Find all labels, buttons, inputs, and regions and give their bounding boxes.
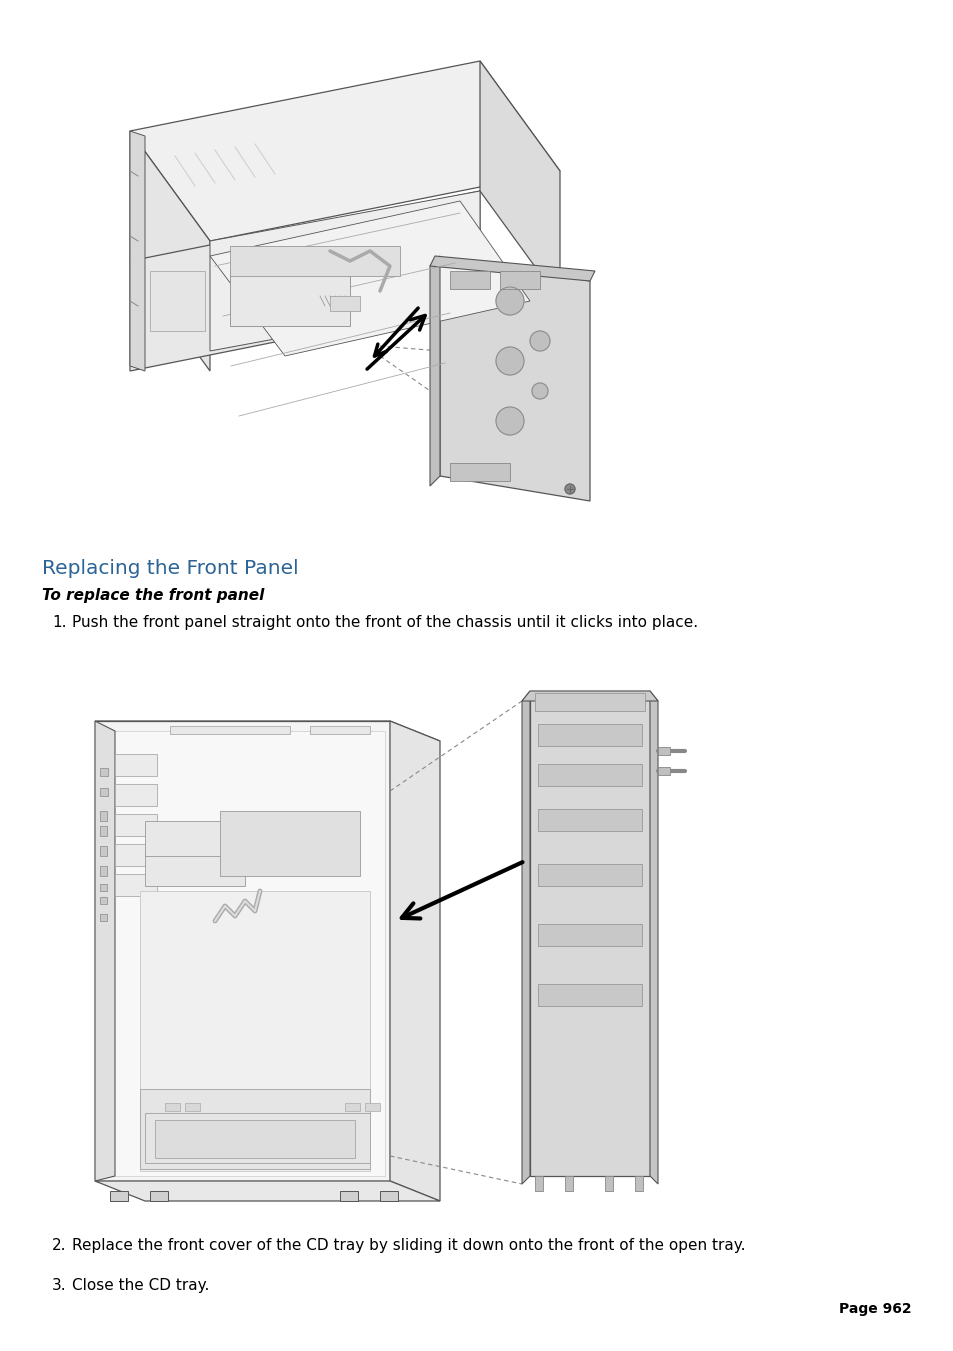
Bar (339, 1192, 357, 1201)
Text: Push the front panel straight onto the front of the chassis until it clicks into: Push the front panel straight onto the f… (71, 615, 698, 630)
Bar (220, 811, 359, 875)
Bar (537, 865, 641, 886)
Bar (450, 463, 510, 481)
Bar (100, 846, 107, 857)
Bar (535, 693, 644, 711)
Polygon shape (390, 721, 439, 1201)
Polygon shape (130, 190, 479, 372)
Bar (330, 296, 359, 311)
Polygon shape (479, 61, 559, 301)
Bar (165, 1102, 180, 1111)
Bar (115, 754, 157, 775)
Bar (379, 1192, 397, 1201)
Bar (537, 765, 641, 786)
Polygon shape (530, 690, 649, 1175)
Bar (658, 767, 669, 775)
Circle shape (496, 286, 523, 315)
Bar (658, 747, 669, 755)
Bar (310, 725, 370, 734)
Bar (564, 1175, 573, 1192)
Bar (499, 272, 539, 289)
Circle shape (496, 407, 523, 435)
Bar (140, 1089, 370, 1169)
Polygon shape (649, 690, 658, 1183)
Bar (154, 1120, 355, 1158)
Bar (100, 897, 107, 904)
Polygon shape (95, 721, 439, 740)
Bar (150, 1192, 168, 1201)
Circle shape (564, 484, 575, 494)
Bar (185, 1102, 200, 1111)
Bar (145, 851, 245, 886)
Polygon shape (439, 255, 589, 501)
Bar (604, 1175, 613, 1192)
Polygon shape (210, 190, 479, 351)
Bar (150, 272, 205, 331)
Bar (100, 915, 107, 921)
Bar (365, 1102, 379, 1111)
Bar (537, 724, 641, 746)
Polygon shape (130, 131, 210, 372)
Bar (140, 892, 370, 1171)
Polygon shape (430, 255, 595, 281)
Bar (145, 821, 245, 857)
Text: Page 962: Page 962 (839, 1302, 911, 1316)
Text: Replace the front cover of the CD tray by sliding it down onto the front of the : Replace the front cover of the CD tray b… (71, 1238, 744, 1252)
Polygon shape (521, 690, 530, 1183)
Text: 3.: 3. (52, 1278, 67, 1293)
Bar (345, 1102, 359, 1111)
Bar (115, 844, 157, 866)
Bar (230, 246, 399, 276)
Bar (535, 1175, 542, 1192)
Polygon shape (95, 721, 390, 1181)
Text: Replacing the Front Panel: Replacing the Front Panel (42, 559, 298, 578)
Bar (110, 1192, 128, 1201)
Bar (450, 272, 490, 289)
Polygon shape (110, 731, 385, 1175)
Bar (115, 815, 157, 836)
Bar (170, 725, 290, 734)
Text: To replace the front panel: To replace the front panel (42, 588, 264, 603)
Polygon shape (521, 690, 658, 701)
Bar (100, 811, 107, 821)
Text: 1.: 1. (52, 615, 67, 630)
Circle shape (530, 331, 550, 351)
Polygon shape (130, 61, 559, 240)
Bar (100, 884, 107, 892)
Polygon shape (95, 1181, 439, 1201)
Bar (145, 1113, 370, 1163)
Polygon shape (430, 255, 439, 486)
Bar (115, 874, 157, 896)
Bar (100, 788, 108, 796)
Polygon shape (95, 721, 115, 1181)
Bar (635, 1175, 642, 1192)
Bar (100, 767, 108, 775)
Bar (537, 924, 641, 946)
Polygon shape (130, 131, 145, 372)
Polygon shape (210, 201, 530, 357)
Bar (100, 866, 107, 875)
Bar (537, 809, 641, 831)
Circle shape (532, 382, 547, 399)
Bar (230, 272, 350, 326)
Text: Close the CD tray.: Close the CD tray. (71, 1278, 209, 1293)
Bar (100, 825, 107, 836)
Circle shape (496, 347, 523, 376)
Bar (115, 784, 157, 807)
Text: 2.: 2. (52, 1238, 67, 1252)
Bar (537, 984, 641, 1006)
